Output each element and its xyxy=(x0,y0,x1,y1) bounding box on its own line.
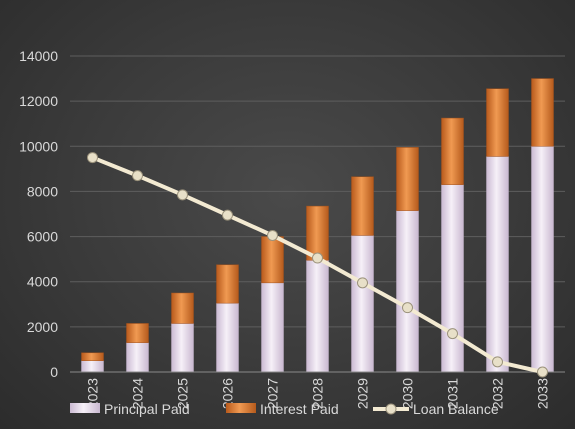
bar-interest-paid xyxy=(126,323,149,343)
bar-interest-paid xyxy=(351,176,374,236)
bar-interest-paid xyxy=(261,236,284,284)
bar-interest-paid xyxy=(486,88,509,157)
y-tick-label: 8000 xyxy=(27,183,58,199)
bar-principal-paid xyxy=(261,282,284,373)
bar-interest-paid xyxy=(396,147,419,211)
legend-interest-paid-swatch xyxy=(226,403,256,413)
loan-balance-point xyxy=(402,302,413,314)
legend-principal-paid-swatch xyxy=(70,403,100,413)
bar-interest-paid xyxy=(81,352,104,361)
loan-balance-point xyxy=(87,152,98,164)
bar-principal-paid xyxy=(216,302,239,373)
y-axis: 0 2000 4000 6000 8000 10000 12000 14000 xyxy=(19,48,58,380)
y-tick-label: 12000 xyxy=(19,93,58,109)
bar-principal-paid xyxy=(351,235,374,373)
x-tick-label: 2023 xyxy=(85,378,101,409)
loan-balance-line xyxy=(87,152,548,378)
x-tick-label: 2030 xyxy=(400,378,416,409)
bar-interest-paid xyxy=(216,264,239,304)
bar-principal-paid xyxy=(486,156,509,373)
bar-principal-paid xyxy=(306,260,329,373)
x-tick-label: 2029 xyxy=(355,378,371,409)
bar-interest-paid xyxy=(171,292,194,324)
loan-balance-point xyxy=(132,170,143,182)
bars xyxy=(81,78,554,373)
loan-balance-point xyxy=(537,366,548,378)
legend-principal-paid-label: Principal Paid xyxy=(104,401,190,417)
loan-balance-point xyxy=(492,356,503,368)
bar-principal-paid xyxy=(81,360,104,373)
legend-interest-paid-label: Interest Paid xyxy=(260,401,339,417)
loan-balance-point xyxy=(447,328,458,340)
bar-principal-paid xyxy=(171,323,194,373)
legend-loan-balance-marker xyxy=(385,403,397,415)
bar-interest-paid xyxy=(531,78,554,147)
y-tick-label: 0 xyxy=(50,364,58,380)
loan-balance-point xyxy=(267,229,278,241)
bar-principal-paid xyxy=(531,146,554,373)
bar-principal-paid xyxy=(396,210,419,373)
y-tick-label: 4000 xyxy=(27,274,58,290)
y-tick-label: 14000 xyxy=(19,48,58,64)
legend-loan-balance-label: Loan Balance xyxy=(413,401,499,417)
x-tick-label: 2024 xyxy=(130,378,146,409)
loan-balance-point xyxy=(177,189,188,201)
y-tick-label: 2000 xyxy=(27,319,58,335)
x-tick-label: 2027 xyxy=(265,378,281,409)
x-tick-label: 2031 xyxy=(445,378,461,409)
loan-balance-point xyxy=(357,277,368,289)
x-tick-label: 2033 xyxy=(535,378,551,409)
x-tick-label: 2026 xyxy=(220,378,236,409)
legend: Principal Paid Interest Paid Loan Balance xyxy=(70,401,499,417)
x-tick-label: 2028 xyxy=(310,378,326,409)
loan-balance-point xyxy=(222,209,233,221)
y-tick-label: 6000 xyxy=(27,229,58,245)
x-axis: 2023 2024 2025 2026 2027 2028 2029 2030 2031 2032… xyxy=(70,371,565,409)
x-tick-label: 2025 xyxy=(175,378,191,409)
x-tick-label: 2032 xyxy=(490,378,506,409)
bar-principal-paid xyxy=(441,184,464,373)
y-tick-label: 10000 xyxy=(19,138,58,154)
loan-balance-point xyxy=(312,252,323,264)
bar-interest-paid xyxy=(441,117,464,185)
bar-principal-paid xyxy=(126,342,149,373)
